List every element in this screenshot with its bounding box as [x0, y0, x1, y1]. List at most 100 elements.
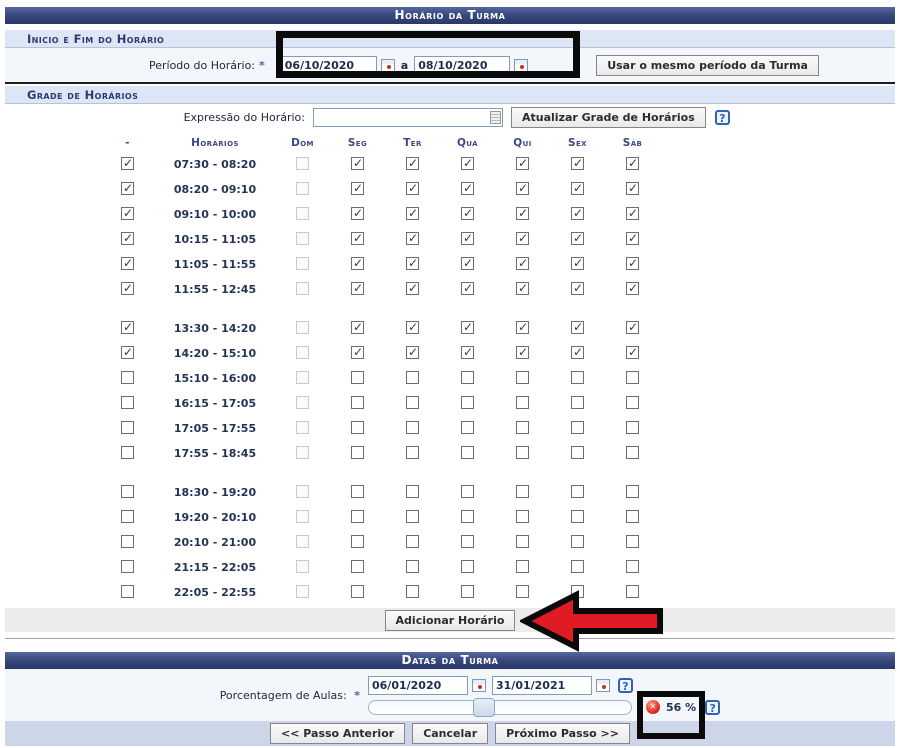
row-select-checkbox[interactable]	[121, 509, 134, 523]
checkbox-seg[interactable]	[351, 395, 364, 409]
checkbox-sex[interactable]	[571, 584, 584, 598]
checkbox-qua[interactable]	[461, 231, 474, 245]
checkbox-ter[interactable]	[406, 534, 419, 548]
row-select-checkbox[interactable]	[121, 231, 134, 245]
checkbox-qui[interactable]	[516, 509, 529, 523]
checkbox-ter[interactable]	[406, 559, 419, 573]
checkbox-qua[interactable]	[461, 320, 474, 334]
checkbox-qua[interactable]	[461, 559, 474, 573]
checkbox-qua[interactable]	[461, 395, 474, 409]
row-select-checkbox[interactable]	[121, 256, 134, 270]
checkbox-sex[interactable]	[571, 281, 584, 295]
slider-handle[interactable]	[473, 697, 496, 717]
checkbox-qui[interactable]	[516, 484, 529, 498]
checkbox-qui[interactable]	[516, 320, 529, 334]
checkbox-sex[interactable]	[571, 231, 584, 245]
checkbox-ter[interactable]	[406, 320, 419, 334]
row-select-checkbox[interactable]	[121, 420, 134, 434]
row-select-checkbox[interactable]	[121, 559, 134, 573]
checkbox-qua[interactable]	[461, 281, 474, 295]
row-select-checkbox[interactable]	[121, 534, 134, 548]
checkbox-ter[interactable]	[406, 420, 419, 434]
checkbox-qui[interactable]	[516, 559, 529, 573]
checkbox-qua[interactable]	[461, 420, 474, 434]
checkbox-sab[interactable]	[626, 484, 639, 498]
row-select-checkbox[interactable]	[121, 320, 134, 334]
next-step-button[interactable]: Próximo Passo >>	[495, 723, 630, 744]
checkbox-sex[interactable]	[571, 345, 584, 359]
checkbox-qua[interactable]	[461, 584, 474, 598]
checkbox-sex[interactable]	[571, 534, 584, 548]
checkbox-seg[interactable]	[351, 370, 364, 384]
use-same-period-button[interactable]: Usar o mesmo período da Turma	[596, 54, 819, 76]
checkbox-seg[interactable]	[351, 559, 364, 573]
checkbox-seg[interactable]	[351, 320, 364, 334]
checkbox-qui[interactable]	[516, 395, 529, 409]
checkbox-seg[interactable]	[351, 231, 364, 245]
checkbox-ter[interactable]	[406, 231, 419, 245]
help-icon[interactable]: ?	[618, 677, 633, 693]
checkbox-ter[interactable]	[406, 584, 419, 598]
checkbox-qui[interactable]	[516, 445, 529, 459]
checkbox-ter[interactable]	[406, 370, 419, 384]
checkbox-qui[interactable]	[516, 584, 529, 598]
checkbox-qua[interactable]	[461, 181, 474, 195]
help-icon[interactable]: ?	[714, 110, 730, 125]
checkbox-sex[interactable]	[571, 320, 584, 334]
percentage-slider[interactable]	[368, 697, 632, 717]
checkbox-ter[interactable]	[406, 281, 419, 295]
checkbox-qui[interactable]	[516, 420, 529, 434]
checkbox-qui[interactable]	[516, 156, 529, 170]
checkbox-sab[interactable]	[626, 420, 639, 434]
checkbox-ter[interactable]	[406, 484, 419, 498]
calendar-icon[interactable]	[596, 678, 610, 692]
checkbox-sex[interactable]	[571, 445, 584, 459]
checkbox-qua[interactable]	[461, 484, 474, 498]
checkbox-sab[interactable]	[626, 584, 639, 598]
checkbox-sab[interactable]	[626, 370, 639, 384]
checkbox-qui[interactable]	[516, 345, 529, 359]
checkbox-sex[interactable]	[571, 509, 584, 523]
checkbox-qua[interactable]	[461, 156, 474, 170]
checkbox-sab[interactable]	[626, 156, 639, 170]
checkbox-seg[interactable]	[351, 534, 364, 548]
checkbox-sab[interactable]	[626, 395, 639, 409]
checkbox-sab[interactable]	[626, 509, 639, 523]
checkbox-qua[interactable]	[461, 445, 474, 459]
checkbox-sab[interactable]	[626, 256, 639, 270]
checkbox-qui[interactable]	[516, 281, 529, 295]
checkbox-seg[interactable]	[351, 420, 364, 434]
expression-builder-icon[interactable]	[490, 111, 501, 124]
checkbox-qua[interactable]	[461, 534, 474, 548]
checkbox-qua[interactable]	[461, 256, 474, 270]
checkbox-sab[interactable]	[626, 345, 639, 359]
checkbox-ter[interactable]	[406, 206, 419, 220]
checkbox-seg[interactable]	[351, 345, 364, 359]
row-select-checkbox[interactable]	[121, 370, 134, 384]
calendar-icon[interactable]	[472, 678, 486, 692]
checkbox-qui[interactable]	[516, 534, 529, 548]
checkbox-sab[interactable]	[626, 445, 639, 459]
checkbox-seg[interactable]	[351, 509, 364, 523]
checkbox-ter[interactable]	[406, 445, 419, 459]
checkbox-sex[interactable]	[571, 256, 584, 270]
checkbox-sex[interactable]	[571, 420, 584, 434]
class-start-date-input[interactable]	[368, 675, 468, 695]
checkbox-seg[interactable]	[351, 484, 364, 498]
row-select-checkbox[interactable]	[121, 181, 134, 195]
checkbox-qui[interactable]	[516, 231, 529, 245]
checkbox-sab[interactable]	[626, 206, 639, 220]
checkbox-seg[interactable]	[351, 181, 364, 195]
checkbox-ter[interactable]	[406, 256, 419, 270]
checkbox-qua[interactable]	[461, 370, 474, 384]
checkbox-sab[interactable]	[626, 181, 639, 195]
checkbox-sab[interactable]	[626, 534, 639, 548]
checkbox-qui[interactable]	[516, 256, 529, 270]
cancel-button[interactable]: Cancelar	[412, 723, 489, 744]
checkbox-qui[interactable]	[516, 181, 529, 195]
row-select-checkbox[interactable]	[121, 584, 134, 598]
checkbox-sab[interactable]	[626, 559, 639, 573]
checkbox-sex[interactable]	[571, 206, 584, 220]
checkbox-ter[interactable]	[406, 345, 419, 359]
checkbox-ter[interactable]	[406, 509, 419, 523]
